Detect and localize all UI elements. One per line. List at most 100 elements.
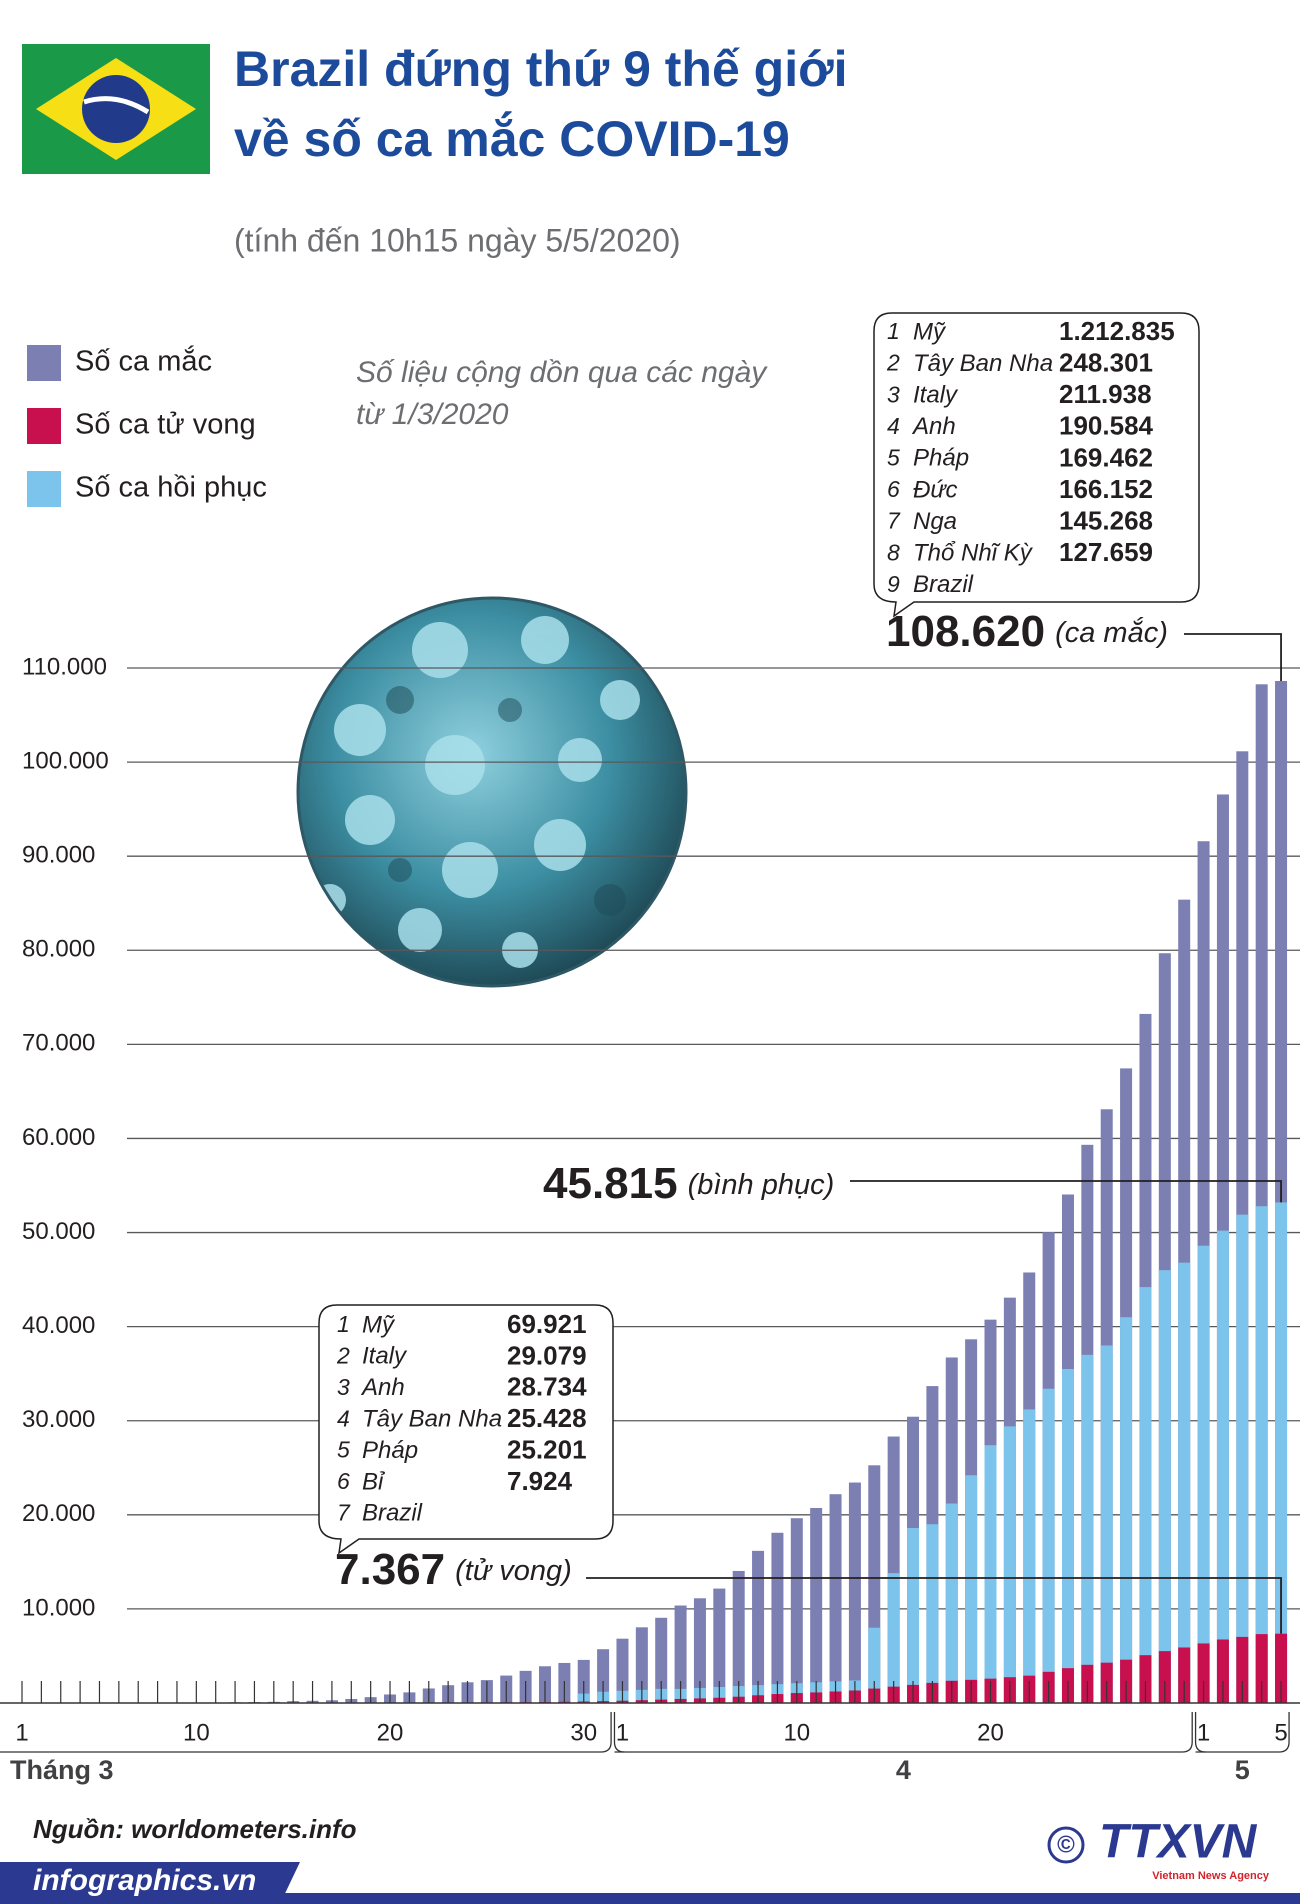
y-tick-label: 80.000 (22, 936, 95, 963)
y-tick-label: 70.000 (22, 1030, 95, 1057)
subtitle: (tính đến 10h15 ngày 5/5/2020) (234, 222, 681, 258)
callout-value: 45.815 (543, 1159, 678, 1208)
callout-label: (ca mắc) (1055, 616, 1168, 649)
bar (1255, 1206, 1268, 1703)
bar (1120, 1317, 1133, 1703)
group-bracket (1195, 1712, 1290, 1753)
ranking-value: 7.924 (507, 1466, 573, 1496)
group-label: 5 (1235, 1755, 1250, 1785)
virus-image (298, 598, 686, 986)
bar (829, 1494, 842, 1703)
bar (693, 1598, 706, 1703)
bar (752, 1550, 765, 1703)
bar (1023, 1409, 1036, 1703)
group-bracket (613, 1712, 625, 1753)
bar (1255, 1634, 1268, 1703)
rank: 8 (887, 539, 900, 565)
ranking-value: 166.152 (1059, 474, 1153, 504)
bar (907, 1527, 920, 1703)
bar (1197, 1245, 1210, 1703)
group-label: 4 (896, 1755, 911, 1785)
bar (1158, 1270, 1171, 1703)
bar (1081, 1354, 1094, 1703)
group-bracket (0, 1712, 612, 1753)
bar (674, 1605, 687, 1703)
callout: 45.815 (bình phục) (543, 1159, 834, 1208)
rank: 5 (337, 1437, 350, 1463)
bar (848, 1482, 861, 1703)
ranking-value: 28.734 (507, 1372, 587, 1402)
callout: 108.620 (ca mắc) (886, 607, 1168, 656)
y-tick-label: 20.000 (22, 1500, 95, 1527)
rank: 2 (336, 1342, 350, 1368)
legend-label: Số ca tử vong (75, 409, 256, 441)
bar (810, 1507, 823, 1703)
callout-value: 108.620 (886, 607, 1045, 656)
group-bracket (614, 1712, 1193, 1753)
source: Nguồn: worldometers.info (33, 1814, 357, 1844)
country: Đức (913, 476, 958, 503)
rank: 7 (337, 1499, 351, 1525)
bar (597, 1649, 610, 1703)
legend-label: Số ca hồi phục (75, 472, 267, 504)
y-tick-label: 30.000 (22, 1406, 95, 1433)
callout-line (586, 1577, 1282, 1634)
ranking-value: 211.938 (1059, 379, 1152, 409)
bar (1003, 1426, 1016, 1703)
rank: 4 (337, 1405, 350, 1431)
bar (1100, 1345, 1113, 1703)
country: Italy (362, 1343, 408, 1370)
callout-line (850, 1180, 1282, 1203)
bar (1197, 1643, 1210, 1703)
legend-swatch (27, 408, 61, 444)
copyright-ring (1047, 1826, 1085, 1864)
bar (655, 1617, 668, 1703)
bar (945, 1503, 958, 1703)
ranking-value: 1.212.835 (1059, 316, 1175, 346)
x-tick-label: 1 (1197, 1719, 1210, 1746)
bar (984, 1445, 997, 1703)
country: Anh (911, 413, 956, 440)
x-tick-label: 20 (977, 1719, 1004, 1746)
ranking-value: 127.659 (1059, 537, 1153, 567)
rank: 7 (887, 508, 901, 534)
rank: 2 (886, 350, 900, 376)
callout-line (1184, 633, 1282, 681)
country: Bỉ (362, 1468, 385, 1495)
bar (635, 1627, 648, 1703)
rank: 6 (337, 1468, 350, 1494)
bar (1042, 1388, 1055, 1703)
rank: 3 (337, 1374, 350, 1400)
ranking-value: 190.584 (1059, 411, 1154, 441)
country: Brazil (913, 571, 974, 598)
ranking-value: 29.079 (507, 1340, 587, 1370)
country: Mỹ (913, 318, 947, 345)
virus-border (296, 596, 688, 988)
bar (1158, 1651, 1171, 1703)
country: Anh (360, 1374, 405, 1401)
title-line: về số ca mắc COVID-19 (234, 111, 790, 167)
rank: 3 (887, 381, 900, 407)
bar (1061, 1368, 1074, 1703)
legend-swatch (27, 345, 61, 381)
x-tick-label: 5 (1274, 1719, 1287, 1746)
bar (1216, 1639, 1229, 1703)
bar (1216, 1230, 1229, 1703)
ranking-box (873, 312, 1200, 618)
y-tick-label: 90.000 (22, 842, 95, 869)
title-line: Brazil đứng thứ 9 thế giới (234, 41, 848, 97)
group-label: Tháng 3 (10, 1755, 114, 1785)
footer-band (0, 1893, 1300, 1904)
group-bracket (1194, 1712, 1206, 1753)
rank: 4 (887, 413, 900, 439)
legend-swatch (27, 471, 61, 507)
country: Brazil (362, 1500, 423, 1527)
copyright: © (1057, 1831, 1075, 1858)
bar (771, 1532, 784, 1703)
bar (1236, 1636, 1249, 1703)
callout-value: 7.367 (335, 1545, 445, 1594)
legend-label: Số ca mắc (75, 345, 212, 378)
y-tick-label: 100.000 (22, 747, 109, 774)
ranking-value: 69.921 (507, 1309, 587, 1339)
